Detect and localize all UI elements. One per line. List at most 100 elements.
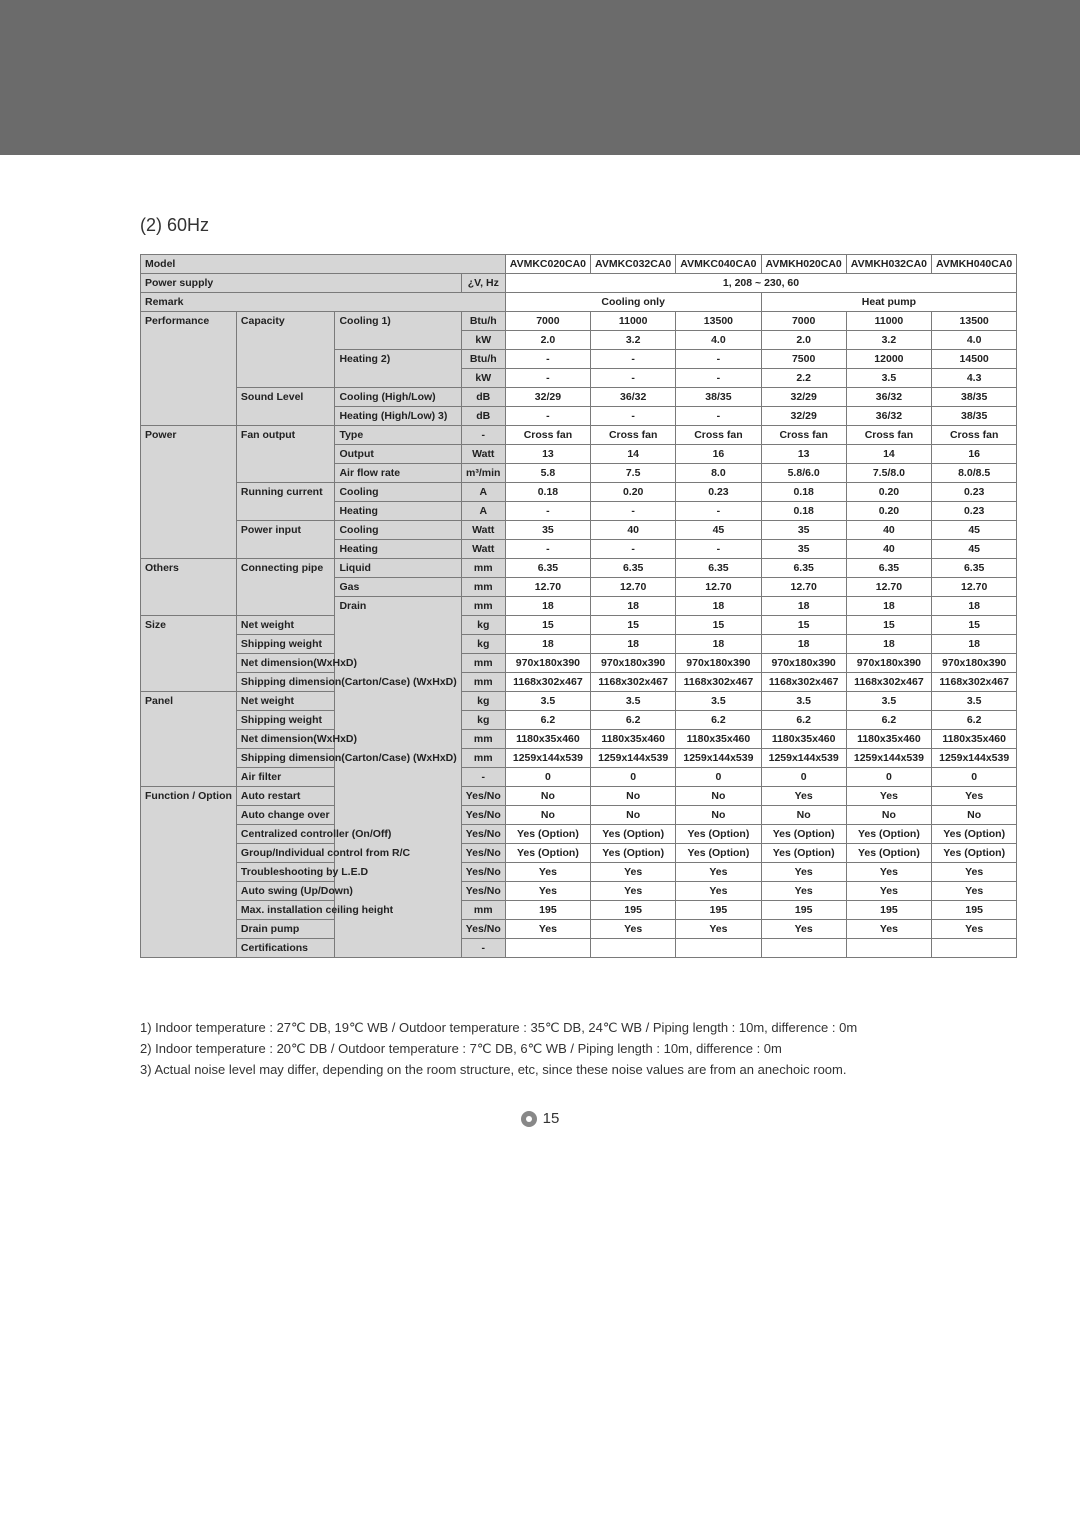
value-cell: 0.20 bbox=[591, 483, 676, 502]
model-col: AVMKC020CA0 bbox=[505, 255, 590, 274]
value-cell: 7.5/8.0 bbox=[846, 464, 931, 483]
value-cell: 45 bbox=[932, 540, 1017, 559]
unit-cell: Yes/No bbox=[461, 882, 505, 901]
value-cell: 7500 bbox=[761, 350, 846, 369]
value-cell: 1180x35x460 bbox=[676, 730, 761, 749]
ps-label: Power supply bbox=[141, 274, 462, 293]
group-cell: Function / Option bbox=[141, 787, 237, 958]
table-row: Auto change overYes/NoNoNoNoNoNoNo bbox=[141, 806, 1017, 825]
value-cell bbox=[505, 939, 590, 958]
value-cell: 0.18 bbox=[505, 483, 590, 502]
value-cell: Yes (Option) bbox=[505, 825, 590, 844]
value-cell: 18 bbox=[505, 597, 590, 616]
value-cell: 0 bbox=[761, 768, 846, 787]
value-cell: 14 bbox=[591, 445, 676, 464]
value-cell: Yes bbox=[932, 882, 1017, 901]
model-col: AVMKH020CA0 bbox=[761, 255, 846, 274]
unit-cell: Btu/h bbox=[461, 312, 505, 331]
value-cell: 12.70 bbox=[505, 578, 590, 597]
value-cell: Yes (Option) bbox=[846, 825, 931, 844]
unit-cell: Yes/No bbox=[461, 825, 505, 844]
value-cell: Yes bbox=[591, 863, 676, 882]
sub-cell: Troubleshooting by L.E.D bbox=[236, 863, 461, 882]
value-cell: Yes (Option) bbox=[676, 844, 761, 863]
value-cell: 1259x144x539 bbox=[591, 749, 676, 768]
param-cell: Heating 2) bbox=[335, 350, 461, 388]
param-cell: Cooling 1) bbox=[335, 312, 461, 350]
value-cell: 11000 bbox=[591, 312, 676, 331]
value-cell: 0.23 bbox=[676, 483, 761, 502]
value-cell: 18 bbox=[676, 597, 761, 616]
value-cell bbox=[676, 939, 761, 958]
value-cell: 6.35 bbox=[676, 559, 761, 578]
remark-row: Remark Cooling only Heat pump bbox=[141, 293, 1017, 312]
value-cell: Yes (Option) bbox=[676, 825, 761, 844]
table-row: Power inputCoolingWatt354045354045 bbox=[141, 521, 1017, 540]
sub-cell: Sound Level bbox=[236, 388, 335, 426]
value-cell: - bbox=[505, 350, 590, 369]
table-row: Group/Individual control from R/CYes/NoY… bbox=[141, 844, 1017, 863]
value-cell: 3.5 bbox=[761, 692, 846, 711]
value-cell: 18 bbox=[676, 635, 761, 654]
table-row: OthersConnecting pipeLiquidmm6.356.356.3… bbox=[141, 559, 1017, 578]
value-cell: 3.5 bbox=[676, 692, 761, 711]
note-3: 3) Actual noise level may differ, depend… bbox=[140, 1060, 940, 1081]
value-cell: - bbox=[505, 369, 590, 388]
param-cell: Type bbox=[335, 426, 461, 445]
value-cell: 16 bbox=[676, 445, 761, 464]
value-cell: 32/29 bbox=[505, 388, 590, 407]
value-cell: Yes bbox=[846, 863, 931, 882]
value-cell bbox=[761, 939, 846, 958]
value-cell: Yes bbox=[505, 882, 590, 901]
value-cell: 1168x302x467 bbox=[676, 673, 761, 692]
unit-cell: mm bbox=[461, 597, 505, 616]
value-cell: Yes bbox=[761, 882, 846, 901]
value-cell: 11000 bbox=[846, 312, 931, 331]
remark-cooling: Cooling only bbox=[505, 293, 761, 312]
remark-label: Remark bbox=[141, 293, 506, 312]
footnotes: 1) Indoor temperature : 27℃ DB, 19℃ WB /… bbox=[140, 1018, 940, 1080]
value-cell: No bbox=[591, 806, 676, 825]
unit-cell: Watt bbox=[461, 521, 505, 540]
sub-cell: Auto change over bbox=[236, 806, 461, 825]
sub-cell: Net weight bbox=[236, 616, 461, 635]
value-cell: 3.5 bbox=[932, 692, 1017, 711]
value-cell bbox=[591, 939, 676, 958]
value-cell: 0.18 bbox=[761, 502, 846, 521]
table-row: Shipping weightkg6.26.26.26.26.26.2 bbox=[141, 711, 1017, 730]
value-cell: 12.70 bbox=[761, 578, 846, 597]
value-cell: 1168x302x467 bbox=[505, 673, 590, 692]
value-cell: 35 bbox=[761, 540, 846, 559]
value-cell: Yes bbox=[591, 920, 676, 939]
value-cell: 6.35 bbox=[932, 559, 1017, 578]
unit-cell: Btu/h bbox=[461, 350, 505, 369]
ps-unit: ¿V, Hz bbox=[461, 274, 505, 293]
value-cell: Yes (Option) bbox=[505, 844, 590, 863]
value-cell: 6.2 bbox=[676, 711, 761, 730]
value-cell: Yes bbox=[591, 882, 676, 901]
table-row: PanelNet weightkg3.53.53.53.53.53.5 bbox=[141, 692, 1017, 711]
unit-cell: Yes/No bbox=[461, 787, 505, 806]
table-row: Auto swing (Up/Down)Yes/NoYesYesYesYesYe… bbox=[141, 882, 1017, 901]
unit-cell: mm bbox=[461, 654, 505, 673]
table-row: PowerFan outputType-Cross fanCross fanCr… bbox=[141, 426, 1017, 445]
value-cell: 6.35 bbox=[591, 559, 676, 578]
value-cell: 36/32 bbox=[591, 388, 676, 407]
value-cell: No bbox=[846, 806, 931, 825]
table-row: Net dimension(WxHxD)mm1180x35x4601180x35… bbox=[141, 730, 1017, 749]
value-cell: Yes bbox=[846, 787, 931, 806]
table-row: Troubleshooting by L.E.DYes/NoYesYesYesY… bbox=[141, 863, 1017, 882]
value-cell: No bbox=[505, 806, 590, 825]
table-row: Sound LevelCooling (High/Low)dB32/2936/3… bbox=[141, 388, 1017, 407]
value-cell: 18 bbox=[846, 635, 931, 654]
value-cell: Yes bbox=[846, 920, 931, 939]
value-cell: 1180x35x460 bbox=[505, 730, 590, 749]
value-cell: 3.5 bbox=[846, 692, 931, 711]
value-cell: Cross fan bbox=[676, 426, 761, 445]
value-cell: 0 bbox=[932, 768, 1017, 787]
value-cell: 12.70 bbox=[932, 578, 1017, 597]
value-cell: Yes bbox=[761, 863, 846, 882]
value-cell: 3.2 bbox=[846, 331, 931, 350]
value-cell: 13500 bbox=[676, 312, 761, 331]
table-row: Max. installation ceiling heightmm195195… bbox=[141, 901, 1017, 920]
